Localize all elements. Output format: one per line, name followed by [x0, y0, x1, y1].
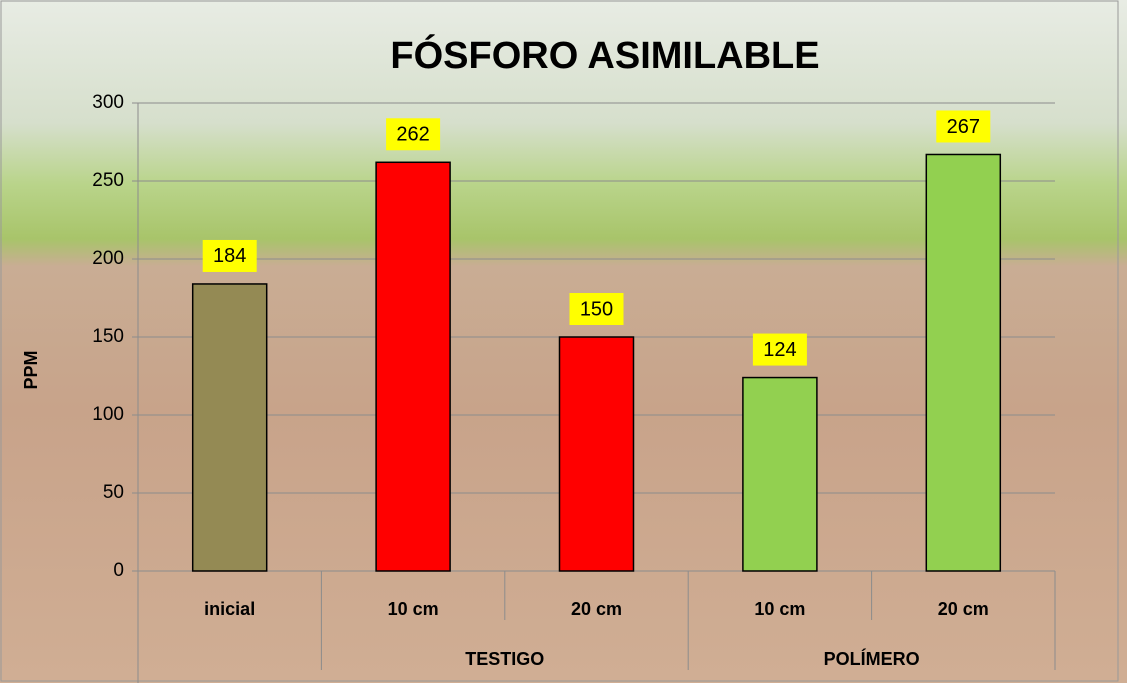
bar [375, 161, 451, 572]
value-label-background [936, 110, 991, 143]
y-tick-label: 100 [92, 404, 124, 425]
value-label-background [386, 118, 441, 151]
group-label: POLÍMERO [824, 648, 920, 669]
bar [925, 153, 1002, 572]
y-tick-label: 0 [113, 560, 124, 581]
y-tick-label: 50 [103, 482, 124, 503]
y-tick-label: 250 [92, 170, 124, 191]
value-label-background [569, 293, 624, 325]
value-label: 267 [947, 116, 980, 138]
value-label: 150 [580, 298, 613, 320]
x-tick-label: inicial [204, 599, 255, 619]
y-tick-label: 150 [92, 326, 124, 347]
y-tick-label: 300 [92, 92, 124, 113]
y-axis-label: PPM [21, 350, 41, 389]
value-label: 124 [763, 339, 796, 361]
value-label-background [202, 239, 257, 272]
group-label: TESTIGO [465, 649, 544, 669]
y-tick-label: 200 [92, 248, 124, 269]
x-tick-label: 20 cm [938, 599, 989, 619]
value-label: 184 [213, 245, 246, 267]
x-tick-label: 10 cm [388, 599, 439, 619]
bar [742, 376, 818, 572]
chart-title: FÓSFORO ASIMILABLE [390, 33, 819, 77]
value-label: 262 [396, 124, 429, 146]
value-label-background [752, 333, 807, 366]
x-tick-label: 20 cm [571, 599, 622, 619]
bar [191, 283, 268, 572]
bar [558, 336, 635, 572]
x-tick-label: 10 cm [754, 599, 805, 619]
